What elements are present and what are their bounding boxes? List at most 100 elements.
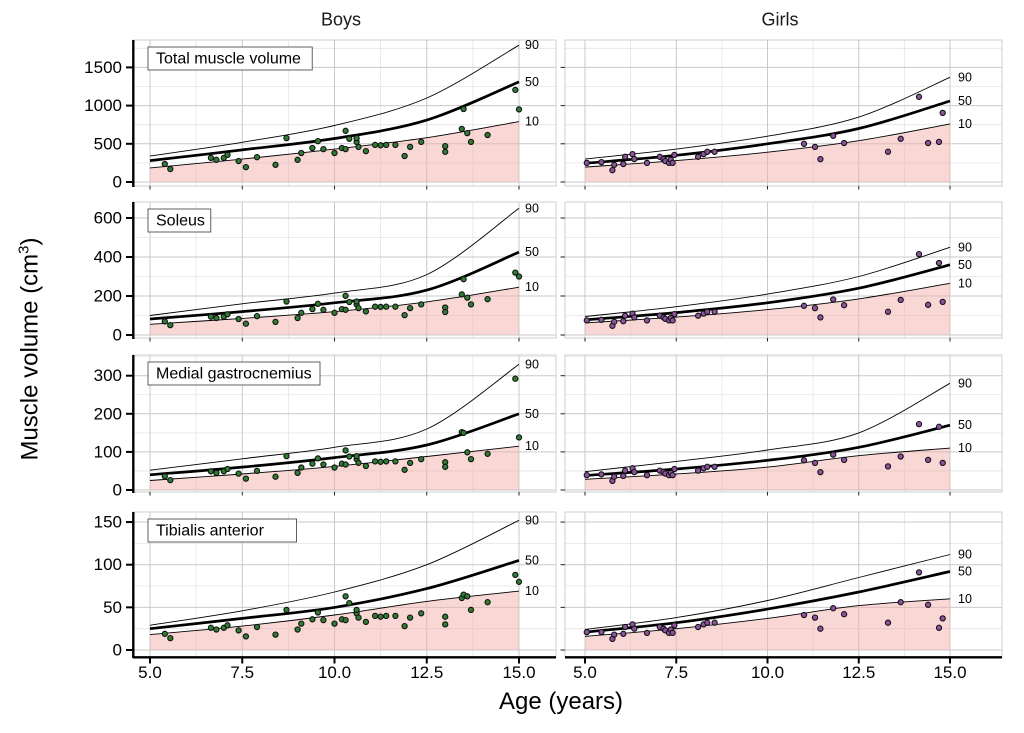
data-point [377, 613, 384, 620]
data-point [583, 159, 590, 167]
data-point [464, 129, 471, 137]
y-tick-label: 500 [94, 134, 122, 153]
x-tick-label: 15.0 [502, 663, 535, 682]
centile-label-90: 90 [958, 240, 972, 254]
data-point [467, 301, 475, 308]
data-point [840, 139, 848, 147]
centile-p90-curve [149, 363, 520, 471]
y-tick-label: 1500 [84, 58, 122, 77]
data-point [442, 621, 449, 628]
data-point [224, 465, 231, 473]
data-point [320, 306, 327, 313]
data-point [383, 612, 390, 620]
data-point [897, 296, 904, 304]
panel-boys-row1: 90 50 10 Soleus 0 200 400 600 [94, 201, 557, 345]
data-point [406, 143, 414, 151]
data-point [621, 623, 629, 631]
data-point [515, 106, 523, 113]
x-tick-label: 12.5 [410, 663, 443, 682]
muscle-label: Medial gastrocnemius [156, 366, 312, 383]
data-point [840, 611, 848, 618]
data-point [711, 308, 718, 315]
data-point [694, 623, 702, 631]
data-point [242, 163, 250, 171]
data-point [694, 467, 702, 474]
data-point [314, 300, 322, 307]
data-point [800, 457, 808, 464]
data-point [401, 152, 408, 160]
data-point [272, 631, 279, 638]
scatter-layer [583, 420, 946, 485]
data-point [392, 141, 399, 149]
data-point [458, 125, 465, 133]
data-point [817, 625, 824, 632]
muscle-label-box [147, 208, 212, 233]
panel-girls-row0: 90 50 10 [560, 39, 1003, 190]
data-point [800, 140, 808, 147]
data-point [362, 618, 370, 626]
scatter-layer [583, 250, 946, 329]
data-point [161, 160, 168, 168]
data-point [314, 455, 322, 462]
data-point [935, 624, 943, 631]
y-axis-title: Muscle volume (cm3) [16, 237, 45, 460]
centile-p10-curve [149, 121, 520, 169]
data-point [309, 460, 316, 467]
x-tick-label: 7.5 [664, 663, 688, 682]
y-tick-label: 200 [94, 287, 122, 306]
data-point [213, 314, 220, 322]
centile-label-50: 50 [958, 94, 972, 108]
data-point [342, 292, 349, 299]
data-point [406, 459, 414, 467]
x-axis-title: Age (years) [498, 688, 624, 715]
data-point [460, 105, 467, 113]
data-point [800, 611, 808, 619]
data-point [935, 259, 943, 267]
scatter-layer [161, 571, 523, 642]
data-point [418, 610, 425, 617]
panel-girls-row1: 90 50 10 [560, 201, 1003, 342]
centile-label-50: 50 [525, 75, 539, 89]
x-tick-label: 5.0 [138, 663, 162, 682]
data-point [817, 155, 824, 163]
data-point [355, 304, 362, 312]
data-point [353, 134, 360, 142]
data-point [253, 312, 261, 320]
data-point [161, 630, 168, 637]
data-point [939, 459, 946, 467]
data-point [242, 633, 250, 640]
data-point [167, 634, 174, 642]
panel-boys-row3: 90 50 10 Tibialis anterior 5.0 7.5 10.0 12.5 15.… [94, 511, 557, 682]
data-point [704, 308, 711, 315]
data-point [484, 599, 491, 606]
data-point [314, 137, 322, 145]
data-point [671, 310, 678, 318]
data-point [418, 138, 425, 146]
data-point [355, 614, 362, 621]
data-point [598, 158, 605, 166]
data-point [342, 127, 349, 134]
data-point [213, 626, 220, 633]
data-point [346, 453, 353, 460]
data-point [401, 311, 408, 319]
data-point [811, 304, 819, 312]
x-tick-label: 7.5 [230, 663, 254, 682]
data-point [213, 156, 220, 163]
data-point [213, 469, 220, 477]
data-point [830, 451, 837, 458]
data-point [671, 622, 678, 629]
centile-label-10: 10 [958, 276, 972, 290]
centile-label-90: 90 [958, 376, 972, 390]
data-point [309, 305, 316, 313]
y-axis-title-text: Muscle volume (cm [16, 253, 44, 461]
data-point [467, 606, 475, 614]
data-point [377, 142, 384, 149]
panel-girls-row2: 90 50 10 [560, 354, 1003, 496]
x-tick-label: 15.0 [933, 663, 966, 682]
data-point [253, 467, 261, 475]
data-point [242, 320, 250, 327]
data-point [224, 622, 231, 629]
data-point [643, 159, 651, 167]
y-tick-label: 100 [94, 442, 122, 461]
